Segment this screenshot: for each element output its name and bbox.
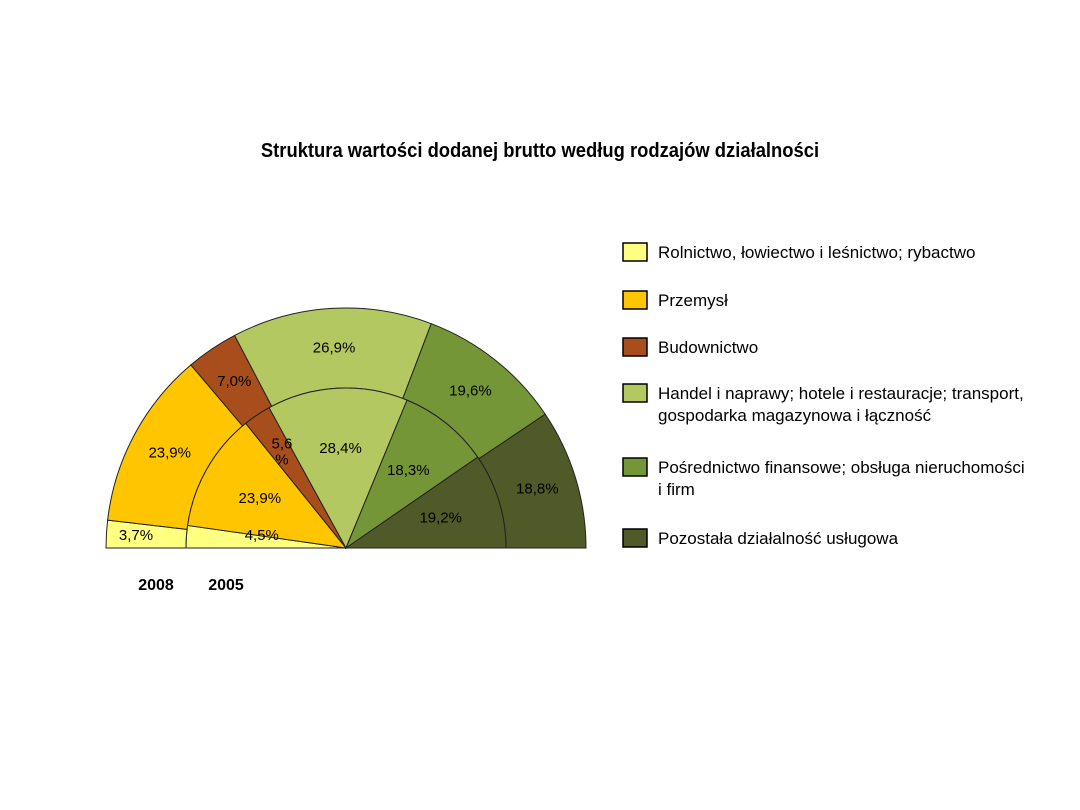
legend-label-5: Pozostała działalność usługowa [658, 529, 899, 548]
chart-data-labels: 3,7% 23,9% 7,0% 26,9% 19,6% 18,8% 4,5% 23,9% 5,6… [119, 339, 559, 544]
legend-label-4: Pośrednictwo finansowe; obsługa nierucho… [658, 458, 1025, 499]
inner-label-3: 28,4% [319, 440, 362, 457]
legend-label-0: Rolnictwo, łowiectwo i leśnictwo; rybact… [658, 243, 975, 262]
legend-label-1: Przemysł [658, 291, 728, 310]
inner-label-2: 5,6% [272, 435, 293, 468]
legend-swatch-1 [622, 290, 648, 310]
inner-label-0: 4,5% [245, 527, 279, 544]
chart-title: Struktura wartości dodanej brutto według… [260, 140, 820, 162]
ring-label-2008: 2008 [138, 577, 174, 594]
legend-swatch-2 [622, 337, 648, 357]
legend-swatch-0 [622, 242, 648, 262]
inner-slice-5 [344, 456, 507, 549]
inner-label-4: 18,3% [387, 462, 430, 479]
inner-slice-3 [268, 387, 408, 550]
outer-label-1: 23,9% [148, 444, 191, 461]
outer-label-0: 3,7% [119, 527, 153, 544]
chart-slices [105, 307, 587, 550]
ring-label-2005: 2005 [208, 577, 244, 594]
inner-label-1: 23,9% [239, 490, 282, 507]
inner-slice-4 [344, 399, 479, 550]
legend-swatch-4 [622, 457, 648, 477]
outer-label-4: 19,6% [449, 382, 492, 399]
inner-slice-1 [187, 422, 348, 549]
legend-swatch-3 [622, 383, 648, 403]
outer-label-3: 26,9% [313, 339, 356, 356]
legend: Rolnictwo, łowiectwo i leśnictwo; rybact… [622, 242, 1025, 548]
ring-labels: 2008 2005 [138, 577, 244, 594]
inner-label-5: 19,2% [419, 509, 462, 526]
outer-label-2: 7,0% [217, 373, 251, 390]
legend-label-2: Budownictwo [658, 338, 758, 357]
outer-label-5: 18,8% [516, 481, 559, 498]
legend-label-3: Handel i naprawy; hotele i restauracje; … [658, 384, 1024, 425]
legend-swatch-5 [622, 528, 648, 548]
